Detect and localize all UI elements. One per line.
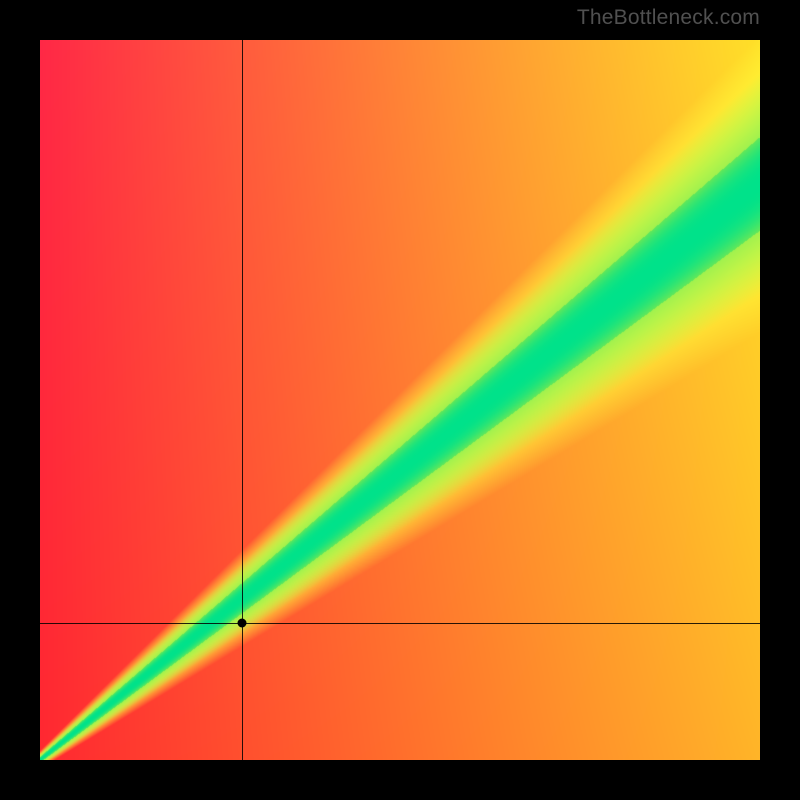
watermark-text: TheBottleneck.com <box>577 6 760 30</box>
heatmap-canvas <box>40 40 760 760</box>
crosshair-vertical <box>242 40 243 760</box>
crosshair-horizontal <box>40 623 760 624</box>
plot-area <box>40 40 760 760</box>
chart-container: TheBottleneck.com <box>0 0 800 800</box>
crosshair-marker <box>237 619 246 628</box>
